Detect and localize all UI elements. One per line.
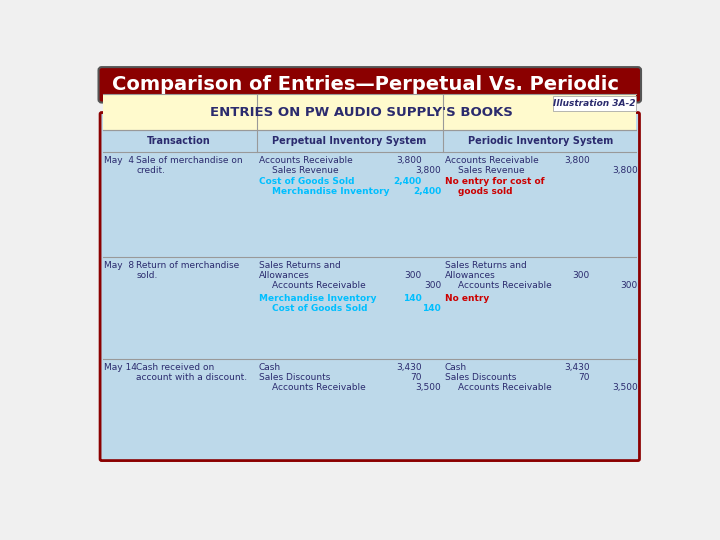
- Text: Accounts Receivable: Accounts Receivable: [272, 383, 366, 392]
- Text: sold.: sold.: [137, 271, 158, 280]
- Text: 140: 140: [423, 304, 441, 313]
- Text: 300: 300: [424, 281, 441, 290]
- Text: Sales Returns and: Sales Returns and: [259, 261, 341, 270]
- Text: Sales Returns and: Sales Returns and: [445, 261, 527, 270]
- Text: 3,800: 3,800: [564, 156, 590, 165]
- Bar: [553, 96, 636, 111]
- Text: Allowances: Allowances: [445, 271, 495, 280]
- Text: ENTRIES ON PW AUDIO SUPPLY'S BOOKS: ENTRIES ON PW AUDIO SUPPLY'S BOOKS: [210, 106, 513, 119]
- Text: credit.: credit.: [137, 166, 166, 174]
- Text: 300: 300: [621, 281, 638, 290]
- Text: 2,400: 2,400: [413, 187, 441, 196]
- FancyBboxPatch shape: [99, 67, 641, 103]
- Text: 3,500: 3,500: [612, 383, 638, 392]
- Text: May 14: May 14: [104, 363, 137, 372]
- Text: Perpetual Inventory System: Perpetual Inventory System: [272, 136, 427, 146]
- Text: 70: 70: [578, 373, 590, 382]
- Text: goods sold: goods sold: [458, 187, 513, 196]
- Text: Sales Revenue: Sales Revenue: [458, 166, 525, 174]
- Text: 300: 300: [405, 271, 422, 280]
- Text: Cash: Cash: [259, 363, 281, 372]
- Text: account with a discount.: account with a discount.: [137, 373, 248, 382]
- Text: Accounts Receivable: Accounts Receivable: [458, 281, 552, 290]
- FancyBboxPatch shape: [100, 112, 639, 461]
- Text: Accounts Receivable: Accounts Receivable: [445, 156, 539, 165]
- Text: Cost of Goods Sold: Cost of Goods Sold: [272, 304, 368, 313]
- Text: 140: 140: [403, 294, 422, 303]
- Text: Allowances: Allowances: [259, 271, 310, 280]
- Text: 3,430: 3,430: [396, 363, 422, 372]
- Text: Sale of merchandise on: Sale of merchandise on: [137, 156, 243, 165]
- Text: Sales Revenue: Sales Revenue: [272, 166, 338, 174]
- Text: Merchandise Inventory: Merchandise Inventory: [272, 187, 390, 196]
- Text: 3,430: 3,430: [564, 363, 590, 372]
- Text: Return of merchandise: Return of merchandise: [137, 261, 240, 270]
- Text: Cost of Goods Sold: Cost of Goods Sold: [259, 177, 354, 186]
- Text: 70: 70: [410, 373, 422, 382]
- Text: 2,400: 2,400: [393, 177, 422, 186]
- Text: No entry: No entry: [445, 294, 489, 303]
- Text: 300: 300: [572, 271, 590, 280]
- Text: Accounts Receivable: Accounts Receivable: [458, 383, 552, 392]
- Text: Accounts Receivable: Accounts Receivable: [259, 156, 353, 165]
- Text: 3,800: 3,800: [415, 166, 441, 174]
- Text: Cash received on: Cash received on: [137, 363, 215, 372]
- Text: Comparison of Entries—Perpetual Vs. Periodic: Comparison of Entries—Perpetual Vs. Peri…: [112, 75, 619, 94]
- Text: May  8: May 8: [104, 261, 134, 270]
- Text: Sales Discounts: Sales Discounts: [259, 373, 330, 382]
- Text: Periodic Inventory System: Periodic Inventory System: [468, 136, 613, 146]
- Text: 3,500: 3,500: [415, 383, 441, 392]
- Text: Transaction: Transaction: [148, 136, 211, 146]
- Text: Illustration 3A-2: Illustration 3A-2: [553, 99, 636, 108]
- Text: 3,800: 3,800: [396, 156, 422, 165]
- Text: Cash: Cash: [445, 363, 467, 372]
- Text: Accounts Receivable: Accounts Receivable: [272, 281, 366, 290]
- Text: May  4: May 4: [104, 156, 134, 165]
- Text: Sales Discounts: Sales Discounts: [445, 373, 516, 382]
- Text: Merchandise Inventory: Merchandise Inventory: [259, 294, 377, 303]
- Bar: [103, 94, 636, 130]
- Text: No entry for cost of: No entry for cost of: [445, 177, 544, 186]
- Text: 3,800: 3,800: [612, 166, 638, 174]
